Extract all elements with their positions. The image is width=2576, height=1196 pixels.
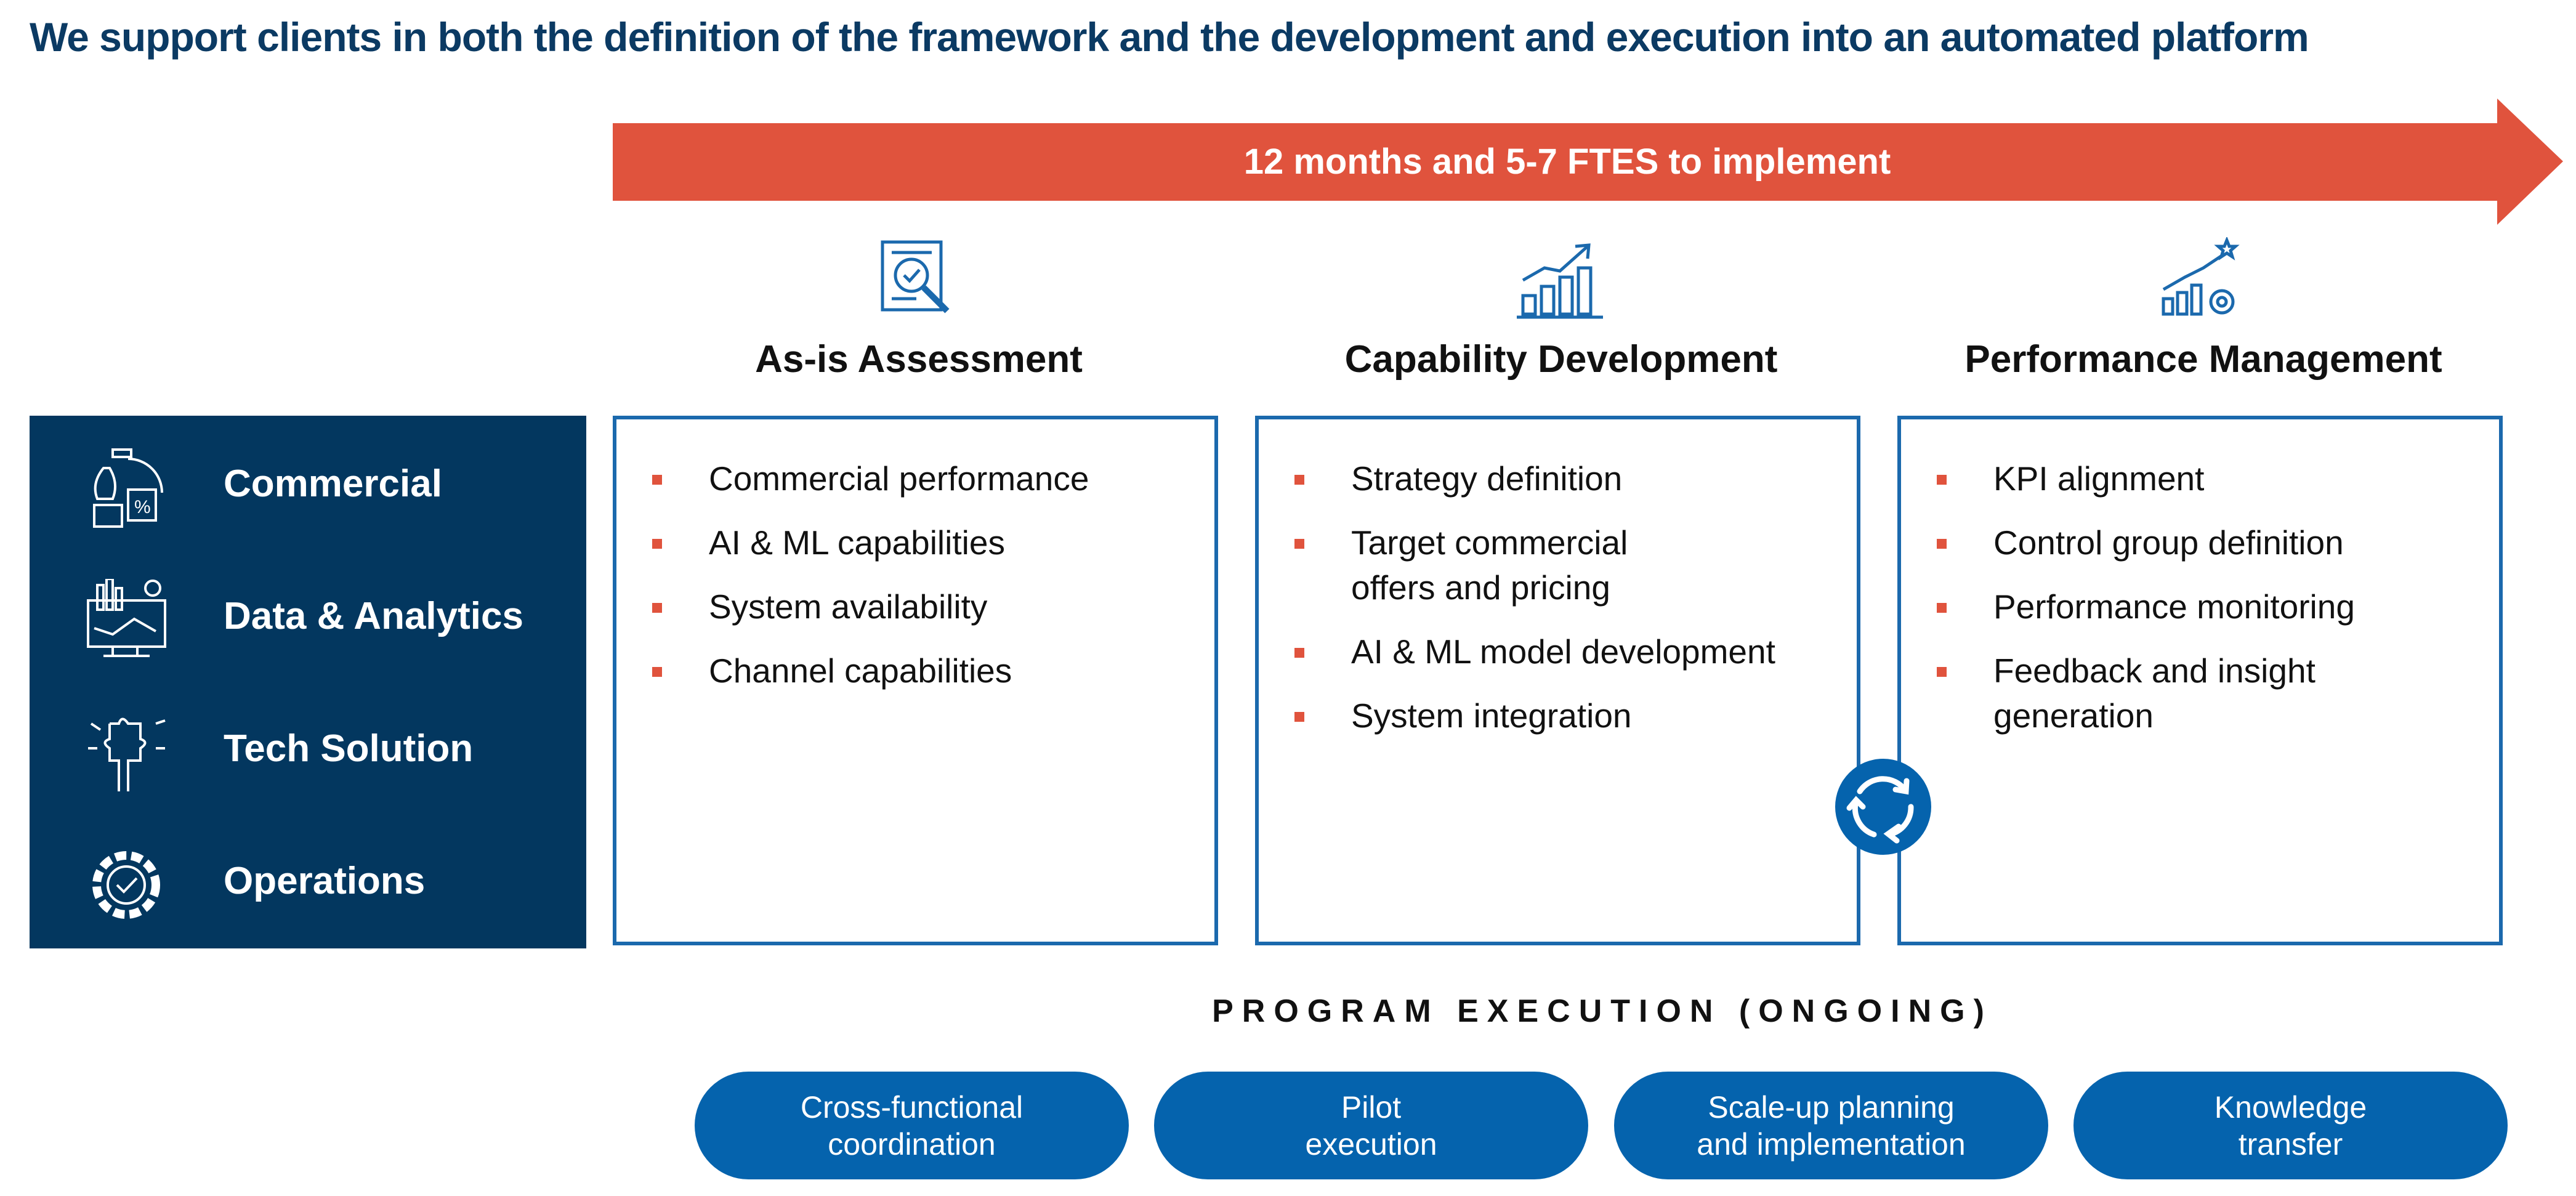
list-item: Strategy definition [1294,456,1826,501]
pill-line: coordination [828,1126,996,1162]
puzzle-hand-icon [88,717,166,791]
list-item: AI & ML capabilities [652,520,1214,565]
money-bag-percent-icon: % [93,448,163,528]
category-label: Tech Solution [224,727,474,770]
list-item: Control group definition [1937,520,2499,565]
page-title: We support clients in both the definitio… [30,14,2309,60]
pill-line: Knowledge [2214,1089,2367,1125]
timeline-label: 12 months and 5-7 FTES to implement [1243,142,1891,182]
categories-panel: % Commercial Data & Analytics Tech Solut… [30,416,586,948]
phase-title-capability: Capability Development [1344,338,1778,381]
monitor-chart-icon [87,579,166,657]
pill-line: Cross-functional [800,1089,1024,1125]
document-magnifier-icon [881,240,950,313]
chart-gear-star-icon [2162,237,2240,316]
phase-box-capability: Strategy definition Target commercial of… [1255,416,1860,945]
list-item: AI & ML model development [1294,629,1826,674]
program-execution-title: PROGRAM EXECUTION (ONGOING) [1212,993,1993,1029]
program-item-scale-up: Scale-up planning and implementation [1614,1072,2048,1179]
list-item: Feedback and insight generation [1937,649,2363,738]
list-item: System availability [652,584,1214,629]
category-label: Data & Analytics [224,595,523,637]
program-item-coordination: Cross-functional coordination [695,1072,1129,1179]
program-item-pilot: Pilot execution [1154,1072,1588,1179]
list-item: Channel capabilities [652,649,1214,693]
pill-line: transfer [2238,1126,2343,1162]
gear-check-icon [92,851,160,919]
category-tech-solution: Tech Solution [30,702,586,801]
list-item: Target commercial offers and pricing [1294,520,1696,610]
phase-box-performance: KPI alignment Control group definition P… [1897,416,2503,945]
svg-text:%: % [134,497,151,517]
category-data-analytics: Data & Analytics [30,570,586,668]
phase-title-performance: Performance Management [1964,338,2442,381]
pill-line: and implementation [1697,1126,1966,1162]
bar-chart-growth-icon [1517,243,1603,319]
pill-line: Scale-up planning [1708,1089,1955,1125]
list-item: System integration [1294,693,1826,738]
category-operations: Operations [30,834,586,933]
category-label: Commercial [224,463,442,505]
list-item: Performance monitoring [1937,584,2499,629]
category-label: Operations [224,860,426,902]
list-item: KPI alignment [1937,456,2499,501]
pill-line: Pilot [1341,1089,1402,1125]
cycle-icon [1835,759,1931,855]
program-item-knowledge: Knowledge transfer [2073,1072,2508,1179]
phase-title-as-is: As-is Assessment [755,338,1083,381]
timeline-arrow [613,99,2563,225]
category-commercial: % Commercial [30,437,586,536]
phase-box-as-is: Commercial performance AI & ML capabilit… [613,416,1218,945]
list-item: Commercial performance [652,456,1214,501]
pill-line: execution [1305,1126,1437,1162]
